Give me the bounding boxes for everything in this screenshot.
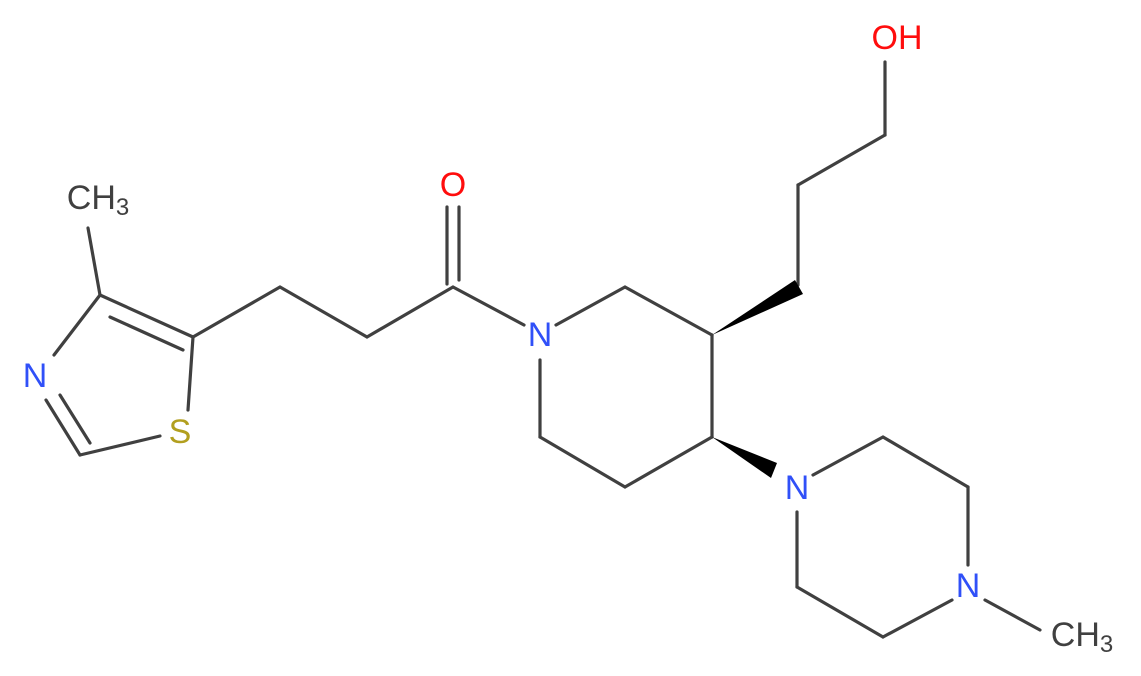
atom-label: N: [956, 567, 981, 605]
atom-label: CH3: [1051, 616, 1113, 658]
label-main: CH: [1051, 616, 1100, 654]
atom-labels: OH O N N N N S CH3 CH3: [23, 19, 1114, 658]
atom-label: N: [23, 357, 48, 395]
atom-label: CH3: [67, 179, 129, 221]
label-subscript: 3: [1100, 631, 1113, 658]
atom-label: OH: [872, 19, 923, 57]
label-main: CH: [67, 179, 116, 217]
label-subscript: 3: [116, 194, 129, 221]
atom-label: O: [440, 166, 466, 204]
atom-label: N: [528, 316, 553, 354]
bonds: [44, 60, 1042, 639]
atom-label: S: [169, 413, 192, 451]
atom-label: N: [785, 469, 810, 507]
